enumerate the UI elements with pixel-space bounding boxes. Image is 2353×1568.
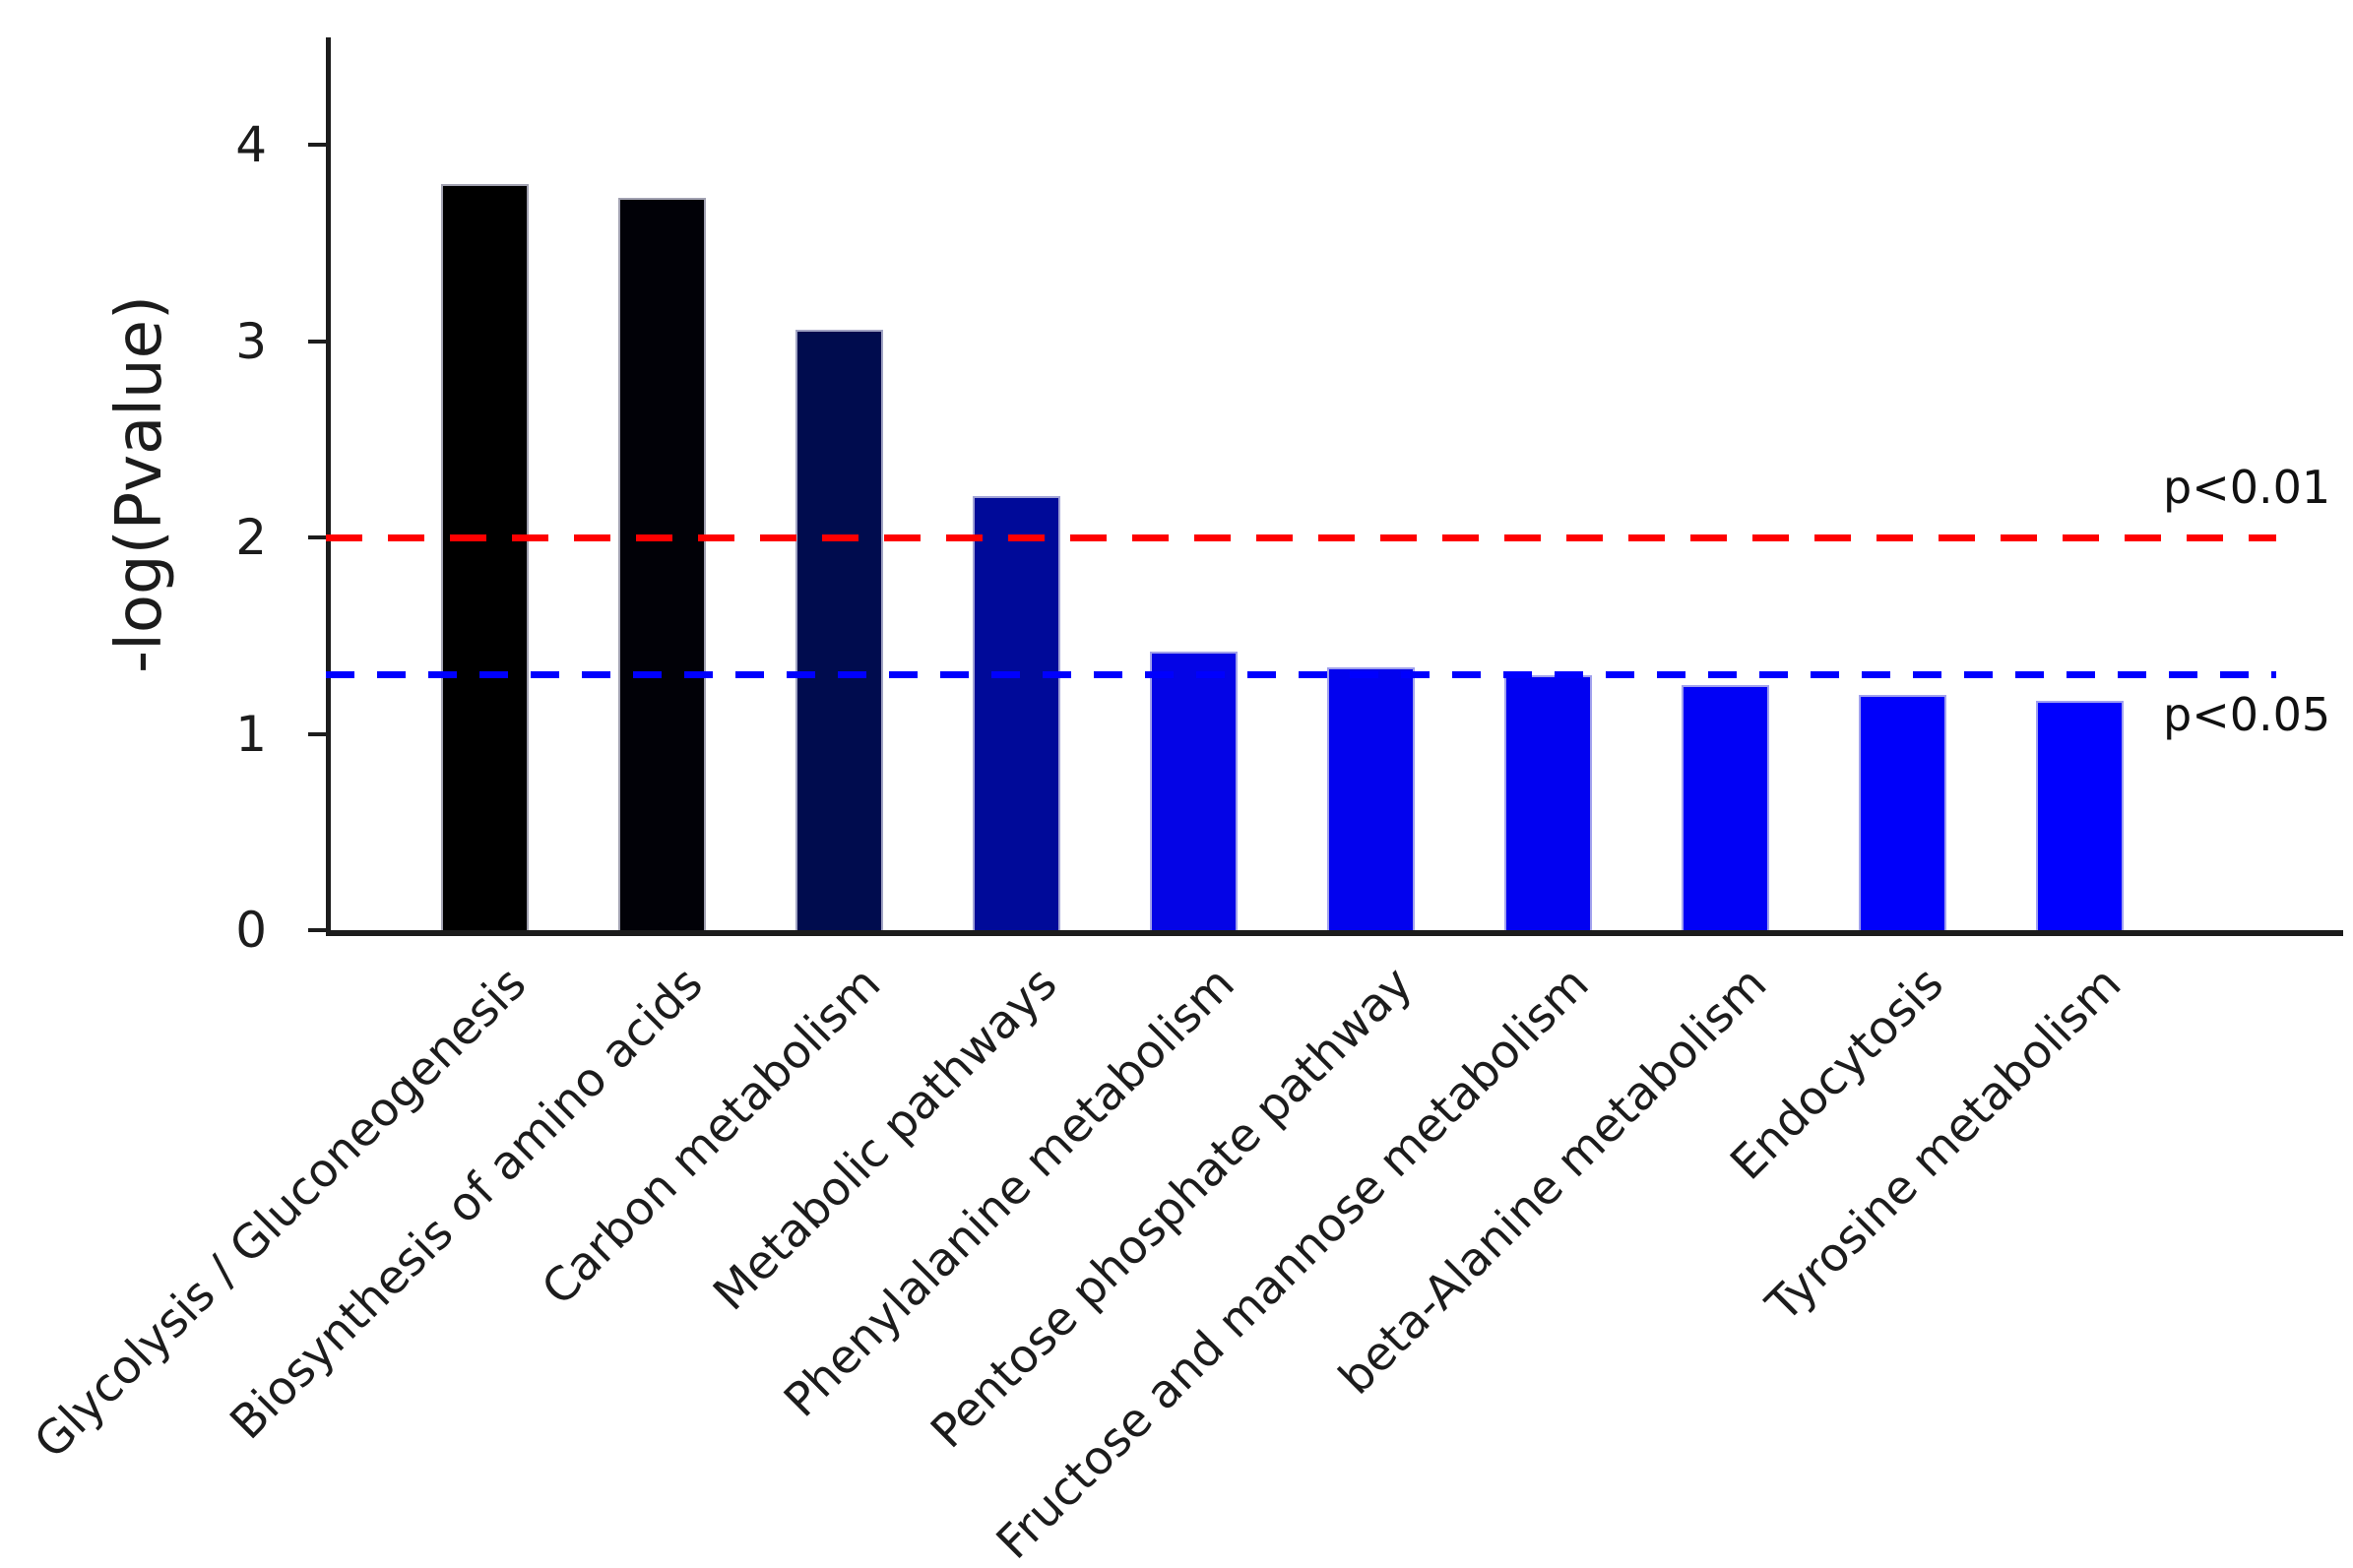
bar-2 [617,197,706,930]
bar-1 [440,183,529,930]
x-category-label: Tyrosine metabolism [1755,957,2131,1333]
y-tick-mark [308,535,326,539]
x-axis-line [326,930,2343,936]
bar-3 [795,329,883,930]
bar-5 [1149,651,1238,930]
bar-4 [972,496,1060,930]
y-tick-mark [308,731,326,736]
y-tick-label: 2 [235,509,267,566]
threshold-label-p<0.01: p<0.01 [2163,461,2331,514]
bar-8 [1681,684,1769,930]
y-tick-label: 3 [235,312,267,370]
y-tick-mark [308,339,326,344]
bar-6 [1326,666,1415,930]
y-axis-title: -log(Pvalue) [103,295,176,673]
x-category-label: Carbon metabolism [531,957,891,1316]
bar-9 [1858,694,1946,930]
threshold-line-p<0.05 [326,671,2276,679]
bar-7 [1503,674,1592,930]
threshold-label-p<0.05: p<0.05 [2163,688,2331,742]
y-tick-mark [308,143,326,147]
threshold-line-p<0.01 [326,534,2276,541]
y-tick-mark [308,928,326,932]
bar-10 [2035,700,2124,930]
y-axis-line [326,37,331,936]
x-category-label: Metabolic pathways [703,957,1068,1322]
y-tick-label: 1 [235,705,267,763]
y-tick-label: 0 [235,902,267,959]
y-tick-label: 4 [235,116,267,173]
